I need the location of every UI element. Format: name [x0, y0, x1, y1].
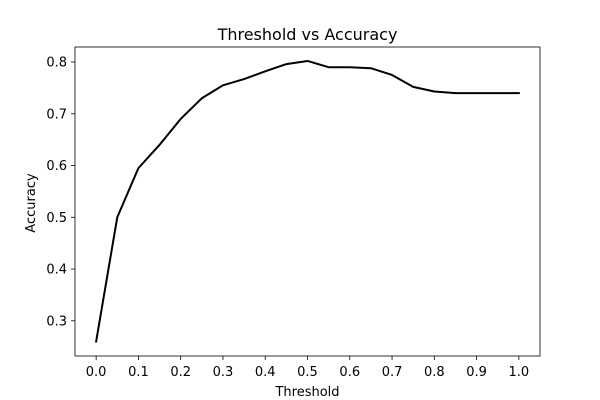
data-point: [349, 66, 351, 68]
x-tick-label: 0.5: [297, 365, 318, 380]
x-tick-label: 0.9: [466, 365, 487, 380]
x-tick-label: 0.8: [424, 365, 445, 380]
y-tick-label: 0.4: [46, 263, 67, 278]
y-tick-label: 0.8: [46, 56, 67, 71]
data-point: [370, 67, 372, 69]
y-tick-label: 0.5: [46, 211, 67, 226]
data-point: [454, 92, 456, 94]
plot-area: 0.0 0.1 0.2 0.3 0.4 0.5 0.6 0.7 0.8 0.9 1.0 0.3 0.4 0…: [46, 46, 541, 380]
x-tick-label: 0.4: [255, 365, 276, 380]
data-point: [137, 167, 139, 169]
chart-title: Threshold vs Accuracy: [217, 25, 398, 44]
data-point: [158, 144, 160, 146]
data-point: [179, 118, 181, 120]
series-line: [94, 59, 520, 343]
x-tick-label: 0.2: [170, 365, 191, 380]
x-axis-label: Threshold: [274, 385, 339, 400]
x-tick-label: 0.1: [128, 365, 149, 380]
x-tick-label: 0.6: [339, 365, 360, 380]
x-tick-label: 0.0: [86, 365, 107, 380]
x-tick-label: 0.3: [213, 365, 234, 380]
y-tick-label: 0.3: [46, 314, 67, 329]
data-point: [433, 90, 435, 92]
data-point: [116, 216, 118, 218]
data-point: [327, 66, 329, 68]
plot-frame: [74, 46, 541, 357]
y-tick-label: 0.7: [46, 107, 67, 122]
data-point: [391, 74, 393, 76]
x-tick-label: 0.7: [382, 365, 403, 380]
data-point: [306, 60, 308, 62]
y-tick-label: 0.6: [46, 159, 67, 174]
data-point: [412, 86, 414, 88]
data-point: [285, 63, 287, 65]
data-point: [222, 84, 224, 86]
data-point: [264, 70, 266, 72]
y-axis-label: Accuracy: [24, 173, 39, 233]
data-point: [497, 92, 499, 94]
data-point: [243, 78, 245, 80]
data-point: [201, 97, 203, 99]
data-point: [518, 92, 520, 94]
data-point: [95, 340, 97, 342]
x-tick-label: 1.0: [509, 365, 530, 380]
data-point: [475, 92, 477, 94]
